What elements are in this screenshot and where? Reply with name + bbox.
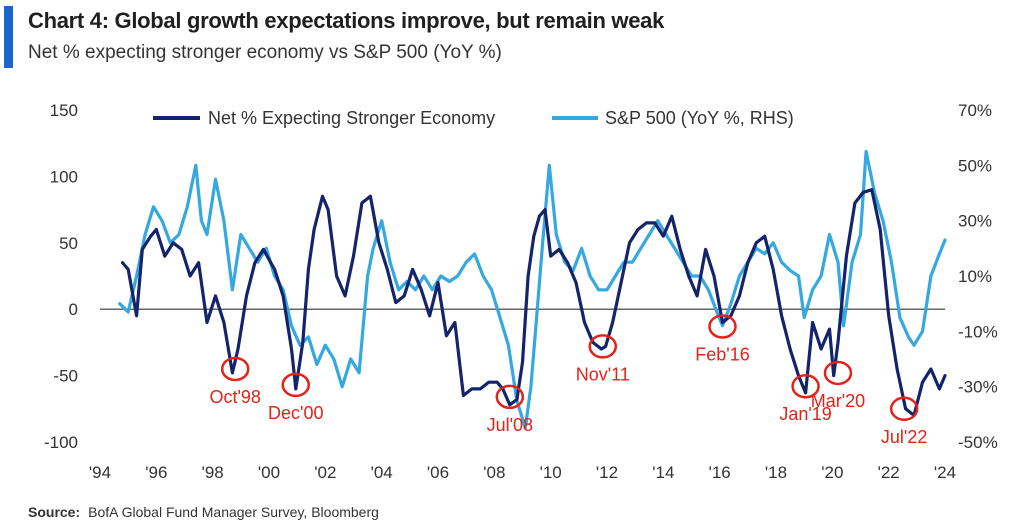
net-expecting-stronger-economy-line — [120, 188, 947, 417]
y-right-tick-label: -30% — [958, 378, 998, 397]
annotation-label: Jul'08 — [487, 415, 533, 435]
annotation-circle — [588, 334, 618, 359]
x-tick-label: '20 — [821, 463, 843, 482]
chart-subtitle: Net % expecting stronger economy vs S&P … — [28, 42, 502, 63]
y-left-tick-label: 0 — [69, 300, 78, 319]
legend: Net % Expecting Stronger Economy S&P 500… — [153, 108, 794, 128]
annotation-circle — [220, 356, 250, 382]
x-tick-label: '98 — [202, 463, 224, 482]
x-tick-label: '14 — [652, 463, 674, 482]
y-left-tick-label: -100 — [44, 433, 78, 452]
y-left-tick-label: 150 — [50, 101, 78, 120]
annotation-label: Nov'11 — [576, 364, 630, 384]
annotation-label: Oct'98 — [209, 387, 260, 407]
annotation-label: Mar'20 — [811, 391, 865, 411]
right-axis-ticks: 70% 50% 30% 10% -10% -30% -50% — [958, 101, 998, 452]
y-left-tick-label: 50 — [59, 234, 78, 253]
y-right-tick-label: 50% — [958, 156, 992, 175]
annotation-circle — [708, 314, 737, 339]
x-tick-label: '10 — [540, 463, 562, 482]
y-right-tick-label: 10% — [958, 267, 992, 286]
y-left-tick-label: 100 — [50, 167, 78, 186]
annotation-label: Jan'19 — [779, 404, 831, 424]
title-accent-bar — [4, 6, 13, 68]
left-axis-ticks: 150 100 50 0 -50 -100 — [44, 101, 78, 452]
x-tick-label: '00 — [258, 463, 280, 482]
x-tick-label: '12 — [596, 463, 618, 482]
chart-canvas: 150 100 50 0 -50 -100 70% 50% 30% 10% -10% -30% -50… — [44, 101, 998, 482]
x-tick-label: '22 — [878, 463, 900, 482]
x-tick-label: '18 — [765, 463, 787, 482]
annotation-circle — [495, 384, 525, 410]
annotation-label: Jul'22 — [881, 427, 927, 447]
y-right-tick-label: 70% — [958, 101, 992, 120]
x-tick-label: '94 — [89, 463, 111, 482]
x-tick-label: '02 — [314, 463, 336, 482]
annotation-label: Dec'00 — [268, 403, 323, 423]
annotation-label: Feb'16 — [695, 344, 749, 364]
source-label: Source: — [28, 504, 81, 520]
series-lines — [118, 149, 947, 430]
annotation-circle — [823, 360, 853, 386]
x-axis-ticks: '94 '96 '98 '00 '02 '04 '06 '08 '10 '12 '14 '16 '18 '… — [89, 463, 956, 482]
x-tick-label: '96 — [145, 463, 167, 482]
sp500-yoy-line — [118, 149, 947, 430]
x-tick-label: '04 — [371, 463, 393, 482]
y-right-tick-label: -50% — [958, 433, 998, 452]
annotation-circle — [281, 372, 311, 398]
y-right-tick-label: 30% — [958, 212, 992, 231]
legend-label-spx: S&P 500 (YoY %, RHS) — [605, 108, 794, 128]
y-right-tick-label: -10% — [958, 322, 998, 341]
source-note: Source: BofA Global Fund Manager Survey, … — [28, 504, 379, 520]
chart-title: Chart 4: Global growth expectations impr… — [28, 8, 665, 33]
annotations: Oct'98 Dec'00 Jul'08 Nov'11 Feb'16 Jan'19Mar'… — [209, 314, 927, 447]
annotation-circle — [791, 373, 820, 399]
x-tick-label: '08 — [483, 463, 505, 482]
x-tick-label: '06 — [427, 463, 449, 482]
annotation-circle — [889, 396, 919, 422]
source-text: BofA Global Fund Manager Survey, Bloombe… — [88, 504, 379, 520]
x-tick-label: '24 — [934, 463, 956, 482]
x-tick-label: '16 — [709, 463, 731, 482]
legend-label-net: Net % Expecting Stronger Economy — [208, 108, 495, 128]
y-left-tick-label: -50 — [53, 367, 78, 386]
